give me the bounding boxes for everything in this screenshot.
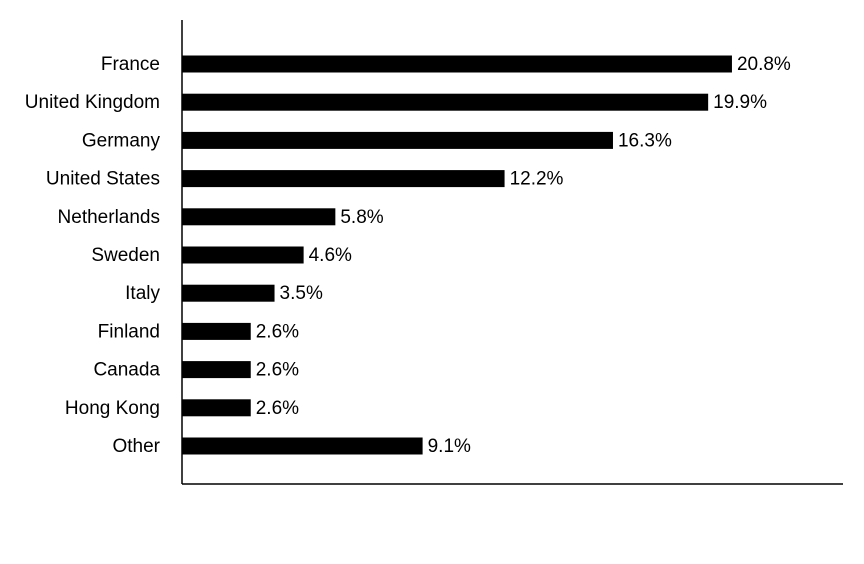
bar [182,170,505,188]
category-label: Finland [98,321,160,342]
bar [182,361,251,379]
category-label: Germany [82,130,161,151]
bar [182,322,251,340]
category-label: Hong Kong [65,398,160,419]
category-label: United Kingdom [25,92,160,113]
bar [182,399,251,417]
category-label: Canada [93,360,160,381]
value-label: 2.6% [256,398,299,419]
bar [182,246,304,264]
value-label: 2.6% [256,321,299,342]
category-label: Italy [125,283,160,304]
category-label: France [101,54,160,75]
value-label: 20.8% [737,54,791,75]
bar [182,55,732,73]
value-label: 9.1% [428,436,471,457]
value-label: 19.9% [713,92,767,113]
bar [182,93,709,111]
value-label: 2.6% [256,360,299,381]
value-label: 12.2% [510,169,564,190]
value-label: 16.3% [618,130,672,151]
category-label: Other [112,436,160,457]
category-label: Netherlands [58,207,160,228]
category-label: United States [46,169,160,190]
bar [182,437,423,455]
value-label: 3.5% [280,283,323,304]
bar [182,284,275,302]
bar [182,131,613,149]
value-label: 5.8% [340,207,383,228]
category-label: Sweden [91,245,160,266]
bar [182,208,336,226]
value-label: 4.6% [309,245,352,266]
